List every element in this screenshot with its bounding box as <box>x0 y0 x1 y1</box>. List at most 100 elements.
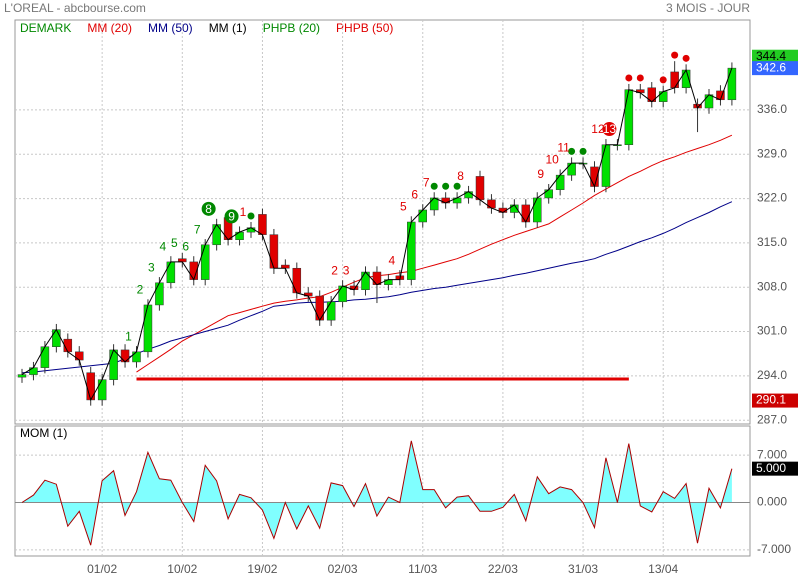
phpb-dot <box>247 212 255 220</box>
price-marker-label: 342.6 <box>756 60 786 74</box>
y-tick-label: 287.0 <box>757 412 787 426</box>
y-tick-label: 7.000 <box>757 447 787 461</box>
momentum-marker <box>752 461 798 476</box>
x-tick-label: 19/02 <box>247 562 277 576</box>
candle-body <box>155 282 164 306</box>
demark-count: 4 <box>160 239 167 253</box>
candle-body <box>120 349 130 363</box>
candle-body <box>97 379 107 401</box>
phpb-dot <box>671 51 679 59</box>
candle-body <box>544 189 553 199</box>
candle-body <box>475 176 485 201</box>
candle-body <box>727 67 737 101</box>
candle-body <box>166 261 176 284</box>
candle-body <box>567 162 576 176</box>
demark-count: 4 <box>389 253 396 267</box>
momentum-area <box>22 440 732 546</box>
candle-body <box>624 89 634 145</box>
legend-entry: MM (50) <box>148 21 193 35</box>
legend-entry: DEMARK <box>20 21 71 35</box>
legend-entry: PHPB (50) <box>336 21 393 35</box>
candle-body <box>555 174 565 190</box>
candle-body <box>407 221 416 280</box>
demark-count: 9 <box>228 210 235 224</box>
candle-body <box>258 214 267 235</box>
y-tick-label: 301.0 <box>757 324 787 338</box>
candle-body <box>372 271 382 285</box>
y-tick-label: -7.000 <box>757 542 791 556</box>
candle-body <box>533 197 542 223</box>
phpb-dot <box>442 182 450 190</box>
x-tick-label: 31/03 <box>568 562 598 576</box>
y-tick-label: 329.0 <box>757 146 787 160</box>
moving-average <box>136 134 733 373</box>
candle-body <box>418 209 427 223</box>
momentum-title: MOM (1) <box>20 426 67 440</box>
demark-count: 2 <box>137 282 144 296</box>
phpb-dot <box>579 147 587 155</box>
period: 3 MOIS - JOUR <box>666 1 750 15</box>
demark-circle <box>201 201 216 216</box>
demark-count: 7 <box>423 175 430 189</box>
candle-body <box>143 304 153 353</box>
momentum-line <box>21 440 733 546</box>
candle-body <box>292 267 302 294</box>
candle-body <box>487 199 496 209</box>
candle-body <box>269 234 279 269</box>
y-tick-label: 0.000 <box>757 495 787 509</box>
candle-body <box>326 301 336 321</box>
candle-body <box>75 351 84 361</box>
y-tick-label: 308.0 <box>757 279 787 293</box>
y-tick-label: 336.0 <box>757 102 787 116</box>
demark-count: 5 <box>171 236 178 250</box>
phpb-dot <box>682 54 690 62</box>
y-tick-label: 322.0 <box>757 191 787 205</box>
phpb-dot <box>659 76 667 84</box>
x-tick-label: 11/03 <box>408 562 437 576</box>
x-tick-label: 13/04 <box>648 562 678 576</box>
candle-body <box>521 204 531 223</box>
demark-count: 6 <box>182 239 189 253</box>
chart-title: L'OREAL - abcbourse.com <box>4 1 146 15</box>
demark-count: 6 <box>411 187 418 201</box>
main-panel <box>14 19 751 425</box>
y-tick-label: 294.0 <box>757 368 787 382</box>
demark-circle <box>602 122 617 137</box>
candle-body <box>40 346 50 368</box>
close-line <box>21 67 733 402</box>
demark-count: 3 <box>148 260 155 274</box>
demark-count: 5 <box>400 199 407 213</box>
demark-count: 8 <box>457 169 464 183</box>
candle-body <box>235 231 244 240</box>
momentum-marker-label: 5.000 <box>756 461 786 475</box>
x-tick-label: 02/03 <box>328 562 358 576</box>
demark-circle <box>224 209 239 224</box>
demark-count: 13 <box>603 122 617 136</box>
candle-body <box>132 351 141 363</box>
demark-count: 9 <box>537 167 544 181</box>
x-tick-label: 01/02 <box>87 562 117 576</box>
price-marker <box>752 49 798 64</box>
price-marker-label: 290.1 <box>756 393 786 407</box>
y-tick-label: 315.0 <box>757 235 787 249</box>
candle-body <box>17 374 27 378</box>
price-marker <box>752 393 798 408</box>
candle-body <box>200 244 210 280</box>
demark-count: 2 <box>331 263 338 277</box>
candle-body <box>429 197 439 211</box>
candle-body <box>658 91 668 102</box>
candle-body <box>670 71 679 89</box>
momentum-panel <box>14 425 751 557</box>
price-marker-label: 344.4 <box>756 49 786 63</box>
phpb-dot <box>430 182 438 190</box>
x-tick-label: 22/03 <box>488 562 518 576</box>
legend-entry: MM (20) <box>87 21 132 35</box>
phpb-dot <box>636 74 644 82</box>
candle-body <box>52 329 61 347</box>
candle-body <box>109 349 118 380</box>
demark-count: 11 <box>557 141 570 155</box>
price-marker <box>752 61 798 76</box>
candle-body <box>704 94 714 109</box>
demark-count: 3 <box>343 263 350 277</box>
